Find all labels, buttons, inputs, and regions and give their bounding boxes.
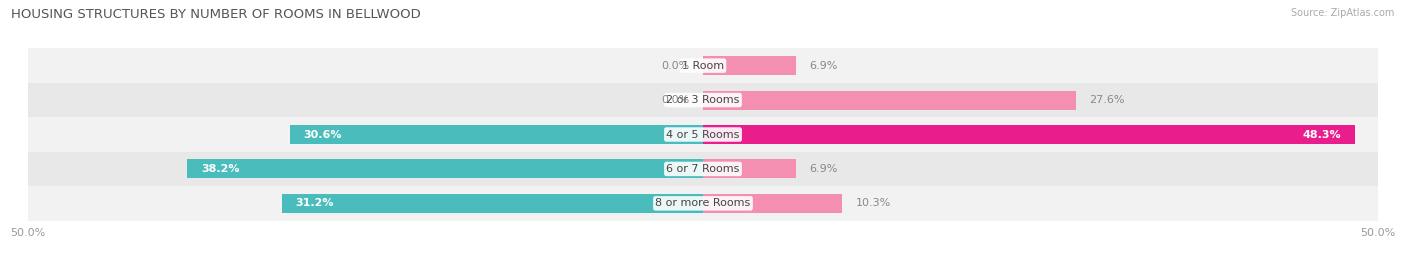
Bar [703,125,1355,144]
Text: 6 or 7 Rooms: 6 or 7 Rooms [666,164,740,174]
Bar [703,194,842,213]
Text: Source: ZipAtlas.com: Source: ZipAtlas.com [1291,8,1395,18]
Bar [28,48,1378,83]
Bar [281,194,703,213]
Text: 1 Room: 1 Room [682,61,724,71]
Text: 0.0%: 0.0% [661,61,689,71]
Text: 0.0%: 0.0% [661,95,689,105]
Bar [28,83,1378,117]
Bar [703,91,1076,109]
Text: 27.6%: 27.6% [1090,95,1125,105]
Bar [703,160,796,178]
Text: HOUSING STRUCTURES BY NUMBER OF ROOMS IN BELLWOOD: HOUSING STRUCTURES BY NUMBER OF ROOMS IN… [11,8,420,21]
Text: 30.6%: 30.6% [304,129,342,140]
Text: 6.9%: 6.9% [810,61,838,71]
Text: 6.9%: 6.9% [810,164,838,174]
Bar [28,152,1378,186]
Text: 48.3%: 48.3% [1303,129,1341,140]
Text: 4 or 5 Rooms: 4 or 5 Rooms [666,129,740,140]
Text: 10.3%: 10.3% [855,198,891,208]
Text: 38.2%: 38.2% [201,164,239,174]
Bar [187,160,703,178]
Text: 8 or more Rooms: 8 or more Rooms [655,198,751,208]
Text: 31.2%: 31.2% [295,198,333,208]
Bar [28,117,1378,152]
Bar [290,125,703,144]
Text: 2 or 3 Rooms: 2 or 3 Rooms [666,95,740,105]
Bar [703,56,796,75]
Bar [28,186,1378,221]
